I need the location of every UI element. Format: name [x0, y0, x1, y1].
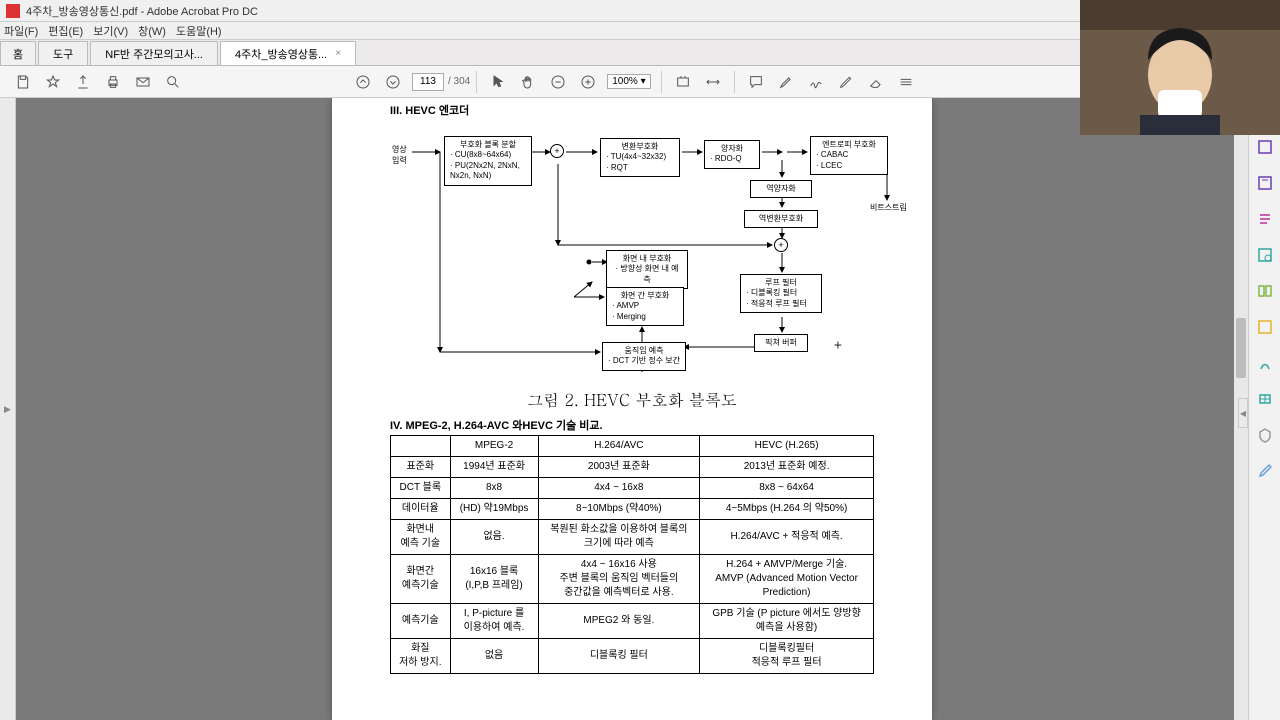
width-icon[interactable] — [704, 73, 722, 91]
more-icon[interactable] — [897, 73, 915, 91]
hand-icon[interactable] — [519, 73, 537, 91]
bitstream-label: 비트스트림 — [870, 202, 907, 213]
sign-icon[interactable] — [807, 73, 825, 91]
menu-help[interactable]: 도움말(H) — [176, 23, 222, 39]
menu-window[interactable]: 창(W) — [138, 23, 166, 39]
tab-doc1-label: NF반 주간모의고사... — [105, 46, 203, 62]
pdf-page: III. HEVC 엔코더 — [332, 98, 932, 720]
tab-doc1[interactable]: NF반 주간모의고사... — [90, 41, 218, 65]
box-loop: 루프 필터 · 디블록킹 필터· 적응적 루프 필터 — [740, 274, 822, 313]
box-entropy: 엔트로피 부호화 · CABAC· LCEC — [810, 136, 888, 175]
tab-doc2[interactable]: 4주차_방송영상통... × — [220, 41, 356, 65]
box-intra: 화면 내 부호화· 방향성 화면 내 예측 — [606, 250, 688, 289]
menu-file[interactable]: 파일(F) — [4, 23, 38, 39]
left-panel-toggle[interactable]: ▶ — [0, 98, 16, 720]
rail-icon-2[interactable] — [1256, 174, 1274, 192]
page-up-icon[interactable] — [354, 73, 372, 91]
draw-icon[interactable] — [837, 73, 855, 91]
rail-icon-10[interactable] — [1256, 462, 1274, 480]
box-transform: 변환부호화 · TU(4x4~32x32)· RQT — [600, 138, 680, 177]
menu-edit[interactable]: 편집(E) — [48, 23, 83, 39]
page-input[interactable] — [412, 73, 444, 91]
comparison-table: MPEG-2H.264/AVCHEVC (H.265) 표준화1994년 표준화… — [390, 435, 874, 674]
webcam-overlay — [1080, 0, 1280, 135]
star-icon[interactable] — [44, 73, 62, 91]
pdf-icon — [6, 4, 20, 18]
zoom-out-icon[interactable] — [549, 73, 567, 91]
rail-icon-5[interactable] — [1256, 282, 1274, 300]
sum-node-2: + — [774, 238, 788, 252]
comment-icon[interactable] — [747, 73, 765, 91]
menu-view[interactable]: 보기(V) — [93, 23, 128, 39]
rail-icon-1[interactable] — [1256, 138, 1274, 156]
upload-icon[interactable] — [74, 73, 92, 91]
cursor-crosshair-icon: + — [834, 338, 842, 353]
highlight-icon[interactable] — [777, 73, 795, 91]
box-dequant: 역양자화 — [750, 180, 812, 198]
zoom-select[interactable]: 100% ▾ — [607, 74, 650, 89]
right-panel-toggle[interactable]: ◀ — [1238, 398, 1248, 428]
scrollbar-thumb[interactable] — [1236, 318, 1246, 378]
box-motion: 움직임 예측· DCT 기반 정수 보간 — [602, 342, 686, 371]
input-label: 영상입력 — [392, 144, 407, 166]
save-icon[interactable] — [14, 73, 32, 91]
erase-icon[interactable] — [867, 73, 885, 91]
tab-doc2-label: 4주차_방송영상통... — [235, 46, 327, 62]
document-viewport[interactable]: III. HEVC 엔코더 — [16, 98, 1248, 720]
section-4-title: IV. MPEG-2, H.264-AVC 와HEVC 기술 비교. — [390, 417, 932, 433]
rail-icon-8[interactable] — [1256, 390, 1274, 408]
page-down-icon[interactable] — [384, 73, 402, 91]
rail-icon-4[interactable] — [1256, 246, 1274, 264]
section-3-title: III. HEVC 엔코더 — [390, 102, 932, 118]
sum-node-1: + — [550, 144, 564, 158]
box-quant: 양자화 · RDO-Q — [704, 140, 760, 169]
box-coding-split: 부호화 블록 분할 · CU(8x8~64x64)· PU(2Nx2N, 2Nx… — [444, 136, 532, 186]
mail-icon[interactable] — [134, 73, 152, 91]
tab-tools[interactable]: 도구 — [38, 41, 88, 65]
box-inter: 화면 간 부호화 · AMVP· Merging — [606, 287, 684, 326]
chevron-right-icon: ▶ — [4, 404, 11, 415]
right-rail — [1248, 98, 1280, 720]
zoom-in-icon[interactable] — [579, 73, 597, 91]
fit-icon[interactable] — [674, 73, 692, 91]
figure-caption: 그림 2. HEVC 부호화 블록도 — [332, 388, 932, 411]
rail-icon-6[interactable] — [1256, 318, 1274, 336]
rail-icon-7[interactable] — [1256, 354, 1274, 372]
rail-icon-3[interactable] — [1256, 210, 1274, 228]
pointer-icon[interactable] — [489, 73, 507, 91]
page-total: / 304 — [448, 76, 470, 87]
tab-home[interactable]: 홈 — [0, 41, 36, 65]
tab-close-icon[interactable]: × — [335, 48, 341, 59]
box-picbuf: 픽쳐 버퍼 — [754, 334, 808, 352]
box-invtrans: 역변환부호화 — [744, 210, 818, 228]
print-icon[interactable] — [104, 73, 122, 91]
content-area: ▶ III. HEVC 엔코더 — [0, 98, 1280, 720]
search-icon[interactable] — [164, 73, 182, 91]
window-title: 4주차_방송영상통신.pdf - Adobe Acrobat Pro DC — [26, 3, 258, 19]
rail-icon-9[interactable] — [1256, 426, 1274, 444]
